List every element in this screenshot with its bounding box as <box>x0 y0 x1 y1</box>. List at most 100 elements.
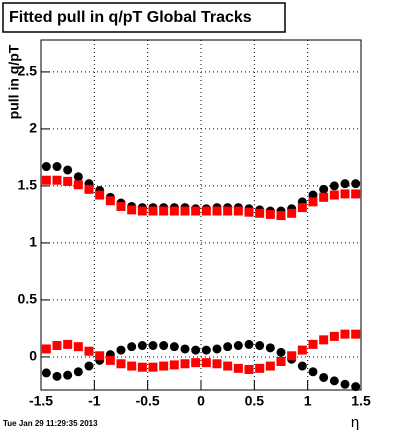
marker <box>340 329 350 339</box>
marker <box>148 206 158 216</box>
marker <box>84 361 94 371</box>
marker <box>308 367 318 377</box>
marker <box>265 343 275 353</box>
marker <box>52 162 62 172</box>
marker <box>63 370 73 380</box>
x-axis-label: η <box>351 414 359 431</box>
y-tick-label: 0.5 <box>18 291 38 307</box>
marker <box>73 172 83 182</box>
marker <box>351 329 361 339</box>
marker <box>137 362 147 372</box>
marker <box>105 196 115 206</box>
marker <box>308 197 318 207</box>
x-tick-label: -1.5 <box>29 393 53 409</box>
marker <box>52 371 62 381</box>
marker <box>319 184 329 194</box>
marker <box>233 206 243 216</box>
marker <box>73 342 83 352</box>
marker <box>52 341 62 351</box>
marker <box>148 362 158 372</box>
marker <box>351 179 361 189</box>
marker <box>95 190 105 200</box>
marker <box>148 341 158 351</box>
marker <box>287 351 297 361</box>
marker <box>127 342 137 352</box>
marker <box>169 342 179 352</box>
y-tick-label: 2 <box>29 120 37 136</box>
marker <box>63 339 73 349</box>
x-tick-label: -0.5 <box>136 393 160 409</box>
marker <box>127 205 137 215</box>
marker <box>265 209 275 219</box>
marker <box>276 347 286 357</box>
marker <box>297 203 307 213</box>
marker <box>105 355 115 365</box>
x-tick-label: 1.5 <box>351 393 371 409</box>
marker <box>329 190 339 200</box>
marker <box>244 364 254 374</box>
marker <box>84 346 94 356</box>
marker <box>233 363 243 373</box>
marker <box>127 361 137 371</box>
x-tick-label: 0.5 <box>245 393 265 409</box>
marker <box>137 206 147 216</box>
marker <box>201 206 211 216</box>
marker <box>308 339 318 349</box>
marker <box>223 361 233 371</box>
marker <box>255 341 265 351</box>
marker <box>223 342 233 352</box>
chart-title: Fitted pull in q/pT Global Tracks <box>9 9 252 26</box>
marker <box>73 180 83 190</box>
marker <box>287 208 297 218</box>
marker <box>255 208 265 218</box>
marker <box>159 361 169 371</box>
marker <box>297 345 307 355</box>
marker <box>329 376 339 386</box>
marker <box>159 341 169 351</box>
marker <box>340 189 350 199</box>
marker <box>233 341 243 351</box>
marker <box>191 358 201 368</box>
marker <box>116 359 126 369</box>
marker <box>95 351 105 361</box>
marker <box>255 363 265 373</box>
footer: Tue Jan 29 11:29:35 2013 <box>3 419 98 428</box>
marker <box>159 206 169 216</box>
marker <box>180 359 190 369</box>
marker <box>223 206 233 216</box>
marker <box>169 360 179 370</box>
marker <box>201 358 211 368</box>
marker <box>351 189 361 199</box>
marker <box>265 361 275 371</box>
marker <box>73 367 83 377</box>
marker <box>137 341 147 351</box>
marker <box>319 192 329 202</box>
marker <box>276 211 286 221</box>
marker <box>41 344 51 354</box>
marker <box>340 179 350 189</box>
marker <box>212 359 222 369</box>
marker <box>63 165 73 175</box>
marker <box>212 206 222 216</box>
marker <box>191 206 201 216</box>
marker <box>319 335 329 345</box>
marker <box>41 175 51 185</box>
marker <box>52 175 62 185</box>
y-tick-label: 1.5 <box>18 177 38 193</box>
marker <box>169 206 179 216</box>
marker <box>212 344 222 354</box>
marker <box>329 181 339 191</box>
marker <box>276 356 286 366</box>
marker <box>297 361 307 371</box>
marker <box>116 201 126 211</box>
marker <box>329 331 339 341</box>
marker <box>351 382 361 392</box>
marker <box>116 345 126 355</box>
marker <box>41 368 51 378</box>
marker <box>84 184 94 194</box>
marker <box>308 190 318 200</box>
marker <box>244 207 254 217</box>
marker <box>319 372 329 382</box>
y-axis-label: pull in q/pT <box>6 44 22 119</box>
